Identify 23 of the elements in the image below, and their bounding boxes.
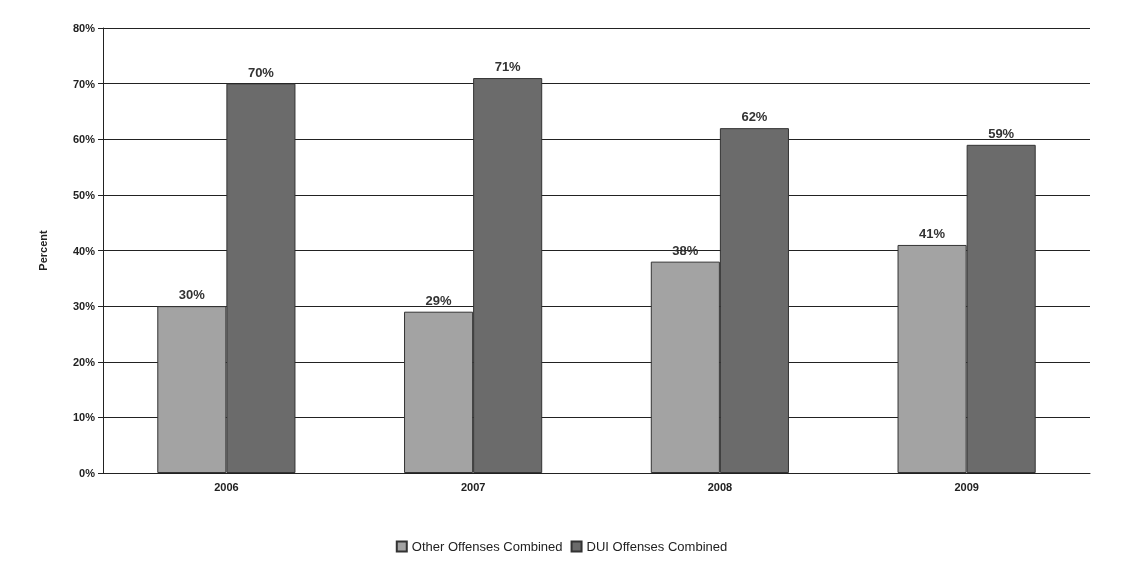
- x-tick-label: 2008: [707, 480, 733, 493]
- legend-label: DUI Offenses Combined: [586, 539, 728, 554]
- y-tick-label: 40%: [72, 244, 96, 257]
- y-tick-label: 20%: [72, 355, 96, 368]
- x-tick-label: 2007: [460, 480, 486, 493]
- legend-label: Other Offenses Combined: [411, 539, 563, 554]
- y-tick-label: 60%: [72, 133, 96, 146]
- y-tick-label: 70%: [72, 77, 96, 90]
- y-tick-label: 50%: [72, 188, 96, 201]
- data-label: 71%: [494, 59, 522, 75]
- y-axis-title: Percent: [36, 229, 49, 271]
- y-tick-label: 80%: [72, 22, 96, 34]
- data-label: 41%: [919, 225, 946, 241]
- data-label: 59%: [988, 125, 1015, 141]
- data-label: 62%: [741, 109, 768, 125]
- x-tick-label: 2006: [214, 480, 239, 493]
- data-label: 70%: [247, 64, 275, 80]
- y-tick-label: 10%: [72, 411, 96, 424]
- x-tick-label: 2009: [954, 480, 979, 493]
- data-label: 29%: [425, 292, 453, 308]
- y-tick-label: 0%: [79, 467, 96, 479]
- data-label: 30%: [178, 287, 206, 303]
- y-tick-label: 30%: [72, 300, 96, 313]
